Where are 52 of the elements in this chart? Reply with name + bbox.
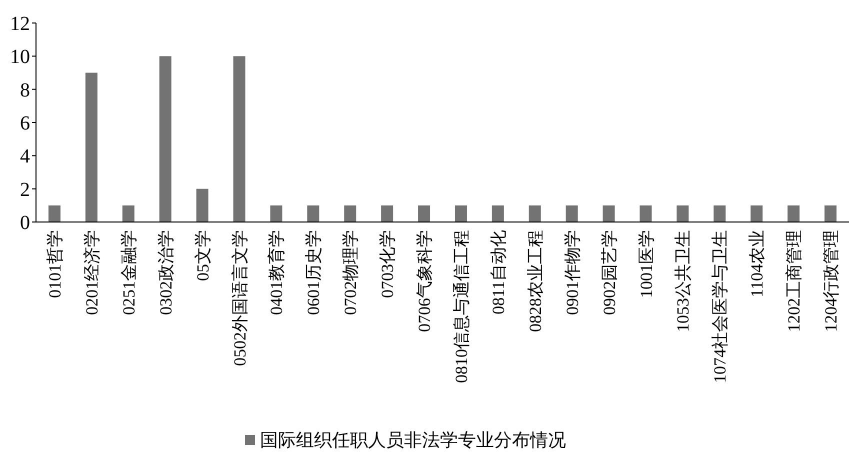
- bar: [528, 205, 541, 222]
- y-tick-label: 2: [20, 178, 30, 201]
- bar: [270, 205, 282, 222]
- bar: [48, 205, 60, 222]
- y-tick-label: 0: [20, 212, 30, 234]
- x-tick-label: 1074社会医学与卫生: [710, 230, 730, 383]
- x-tick-label: 05文学: [193, 230, 212, 281]
- x-tick-label: 0101哲学: [45, 230, 64, 298]
- y-tick-label: 6: [20, 112, 30, 134]
- bar: [344, 205, 356, 222]
- x-tick-label: 1001医学: [636, 230, 656, 298]
- bar: [640, 205, 652, 222]
- bar: [602, 205, 615, 222]
- x-tick-label: 1053公共卫生: [674, 230, 693, 332]
- x-tick-label: 1202工商管理: [784, 230, 804, 332]
- bar: [307, 205, 320, 222]
- x-tick-label: 1204行政管理: [822, 230, 841, 332]
- x-tick-label: 0811自动化: [488, 230, 508, 314]
- bar: [788, 205, 800, 222]
- bar: [381, 205, 394, 222]
- bar: [714, 205, 726, 222]
- x-tick-label: 0201经济学: [82, 230, 102, 315]
- y-tick-label: 8: [20, 79, 30, 102]
- x-tick-label: 0828农业工程: [526, 230, 545, 332]
- x-tick-label: 0502外国语言文学: [230, 230, 250, 366]
- bar: [159, 56, 172, 222]
- bar: [196, 188, 208, 222]
- y-tick-label: 12: [10, 13, 30, 35]
- x-tick-label: 0302政治学: [156, 230, 176, 315]
- bar: [824, 205, 837, 222]
- x-tick-label: 1104农业: [748, 230, 767, 298]
- bar: [676, 205, 689, 222]
- x-tick-label: 0251金融学: [119, 230, 138, 315]
- x-tick-label: 0810信息与通信工程: [452, 230, 471, 383]
- y-tick-label: 10: [10, 46, 30, 68]
- x-tick-label: 0601历史学: [304, 230, 324, 315]
- x-tick-label: 0901作物学: [562, 230, 582, 315]
- x-tick-label: 0902园艺学: [600, 230, 619, 315]
- bar: [233, 56, 246, 222]
- x-tick-label: 0702物理学: [341, 230, 360, 315]
- y-tick-label: 4: [20, 146, 30, 168]
- bar: [566, 205, 578, 222]
- bar: [492, 205, 504, 222]
- bar: [418, 205, 430, 222]
- bar: [454, 205, 467, 222]
- legend: 国际组织任职人员非法学专业分布情况: [245, 430, 566, 450]
- bar: [750, 205, 763, 222]
- bar: [85, 72, 98, 222]
- bar: [122, 205, 134, 222]
- x-tick-label: 0703化学: [378, 230, 398, 298]
- x-tick-label: 0401教育学: [267, 230, 286, 315]
- x-tick-label: 0706气象科学: [415, 230, 434, 332]
